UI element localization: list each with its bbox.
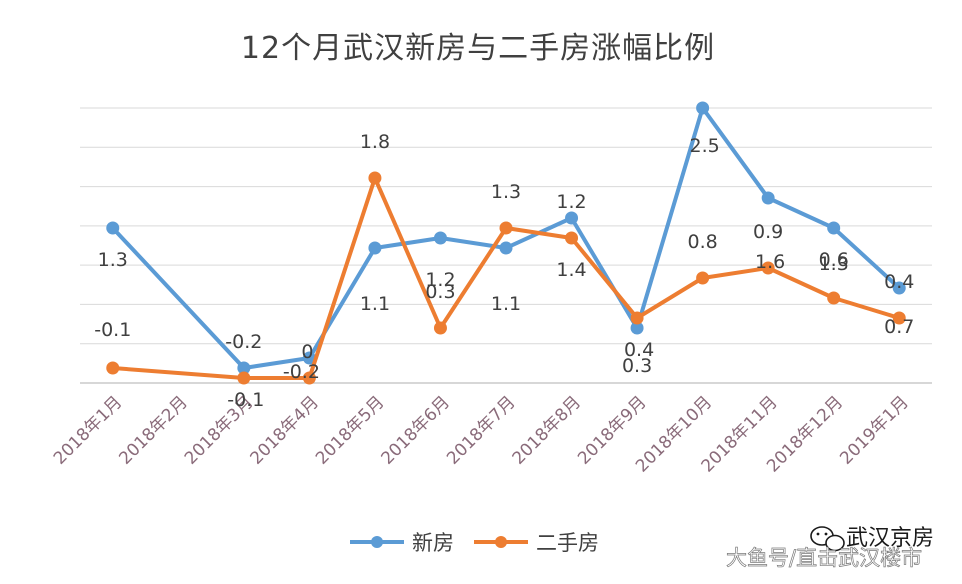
series-line-1 <box>112 176 900 380</box>
legend-marker-resale-homes <box>495 536 507 548</box>
data-point <box>761 191 775 205</box>
legend-item-resale-homes[interactable]: 二手房 <box>474 531 599 555</box>
data-label: 1.6 <box>755 251 785 273</box>
chart-title: 12个月武汉新房与二手房涨幅比例 <box>241 31 715 66</box>
data-point <box>106 361 120 375</box>
data-point <box>827 291 841 305</box>
x-tick-label: 2018年1月 <box>50 392 126 468</box>
data-point <box>237 371 251 385</box>
data-label: 1.1 <box>360 293 390 315</box>
data-point <box>433 321 447 335</box>
data-label: 1.2 <box>556 191 586 213</box>
data-label: 0.3 <box>622 355 652 377</box>
data-point <box>302 371 316 385</box>
data-label: 0.4 <box>884 271 914 293</box>
data-label: 0.8 <box>688 231 718 253</box>
data-label: 0 <box>301 341 313 363</box>
data-point <box>499 241 513 255</box>
data-point <box>892 311 906 325</box>
legend[interactable]: 新房 二手房 <box>350 531 599 555</box>
data-point <box>302 351 316 365</box>
data-label: 1.2 <box>425 269 455 291</box>
data-label: 0.6 <box>819 249 849 271</box>
x-tick-label: 2018年5月 <box>312 392 388 468</box>
data-label: -0.1 <box>227 389 264 411</box>
data-label: 0.3 <box>425 281 455 303</box>
data-point <box>368 241 382 255</box>
data-label: -0.2 <box>283 361 320 383</box>
watermark-brand: 武汉京房 <box>846 526 934 551</box>
data-label: 1.1 <box>491 293 521 315</box>
x-axis-tick-labels: 2018年1月2018年2月2018年3月2018年4月2018年5月2018年… <box>50 392 913 476</box>
data-label: 0.7 <box>884 316 914 338</box>
data-label: -0.2 <box>225 331 262 353</box>
data-point <box>237 361 251 375</box>
data-point <box>106 221 120 235</box>
legend-item-new-homes[interactable]: 新房 <box>350 531 454 555</box>
data-point <box>433 231 447 245</box>
data-point <box>368 171 382 185</box>
x-tick-label: 2018年6月 <box>378 392 454 468</box>
data-point <box>696 101 710 115</box>
data-point <box>565 231 579 245</box>
data-point <box>827 221 841 235</box>
x-tick-label: 2018年7月 <box>443 392 519 468</box>
data-point <box>630 311 644 325</box>
data-label: 0.9 <box>753 221 783 243</box>
data-label: 1.3 <box>98 249 128 271</box>
legend-label-new-homes: 新房 <box>412 531 454 555</box>
x-tick-label: 2018年8月 <box>509 392 585 468</box>
x-tick-label: 2019年1月 <box>836 392 912 468</box>
data-label: 2.5 <box>690 135 720 157</box>
data-point <box>499 221 513 235</box>
data-label: 1.3 <box>819 253 849 275</box>
data-point <box>761 261 775 275</box>
data-label: -0.1 <box>94 319 131 341</box>
x-tick-label: 2018年2月 <box>115 392 191 468</box>
watermark-source: 大鱼号/直击武汉楼市 <box>726 546 922 570</box>
data-point <box>630 321 644 335</box>
data-label: 0.4 <box>624 339 654 361</box>
wechat-icon <box>810 526 845 552</box>
data-point <box>696 271 710 285</box>
legend-label-resale-homes: 二手房 <box>536 531 599 555</box>
series-lines <box>106 101 906 385</box>
data-point <box>565 211 579 225</box>
data-label: 1.3 <box>491 181 521 203</box>
data-point <box>892 281 906 295</box>
data-labels: 1.3-0.101.11.21.11.40.32.51.6 1.30.7-0.1-… <box>94 131 914 411</box>
legend-marker-new-homes <box>371 536 383 548</box>
data-label: 1.4 <box>556 259 586 281</box>
watermark: 武汉京房 大鱼号/直击武汉楼市 <box>726 526 934 570</box>
data-label: 1.8 <box>360 131 390 153</box>
